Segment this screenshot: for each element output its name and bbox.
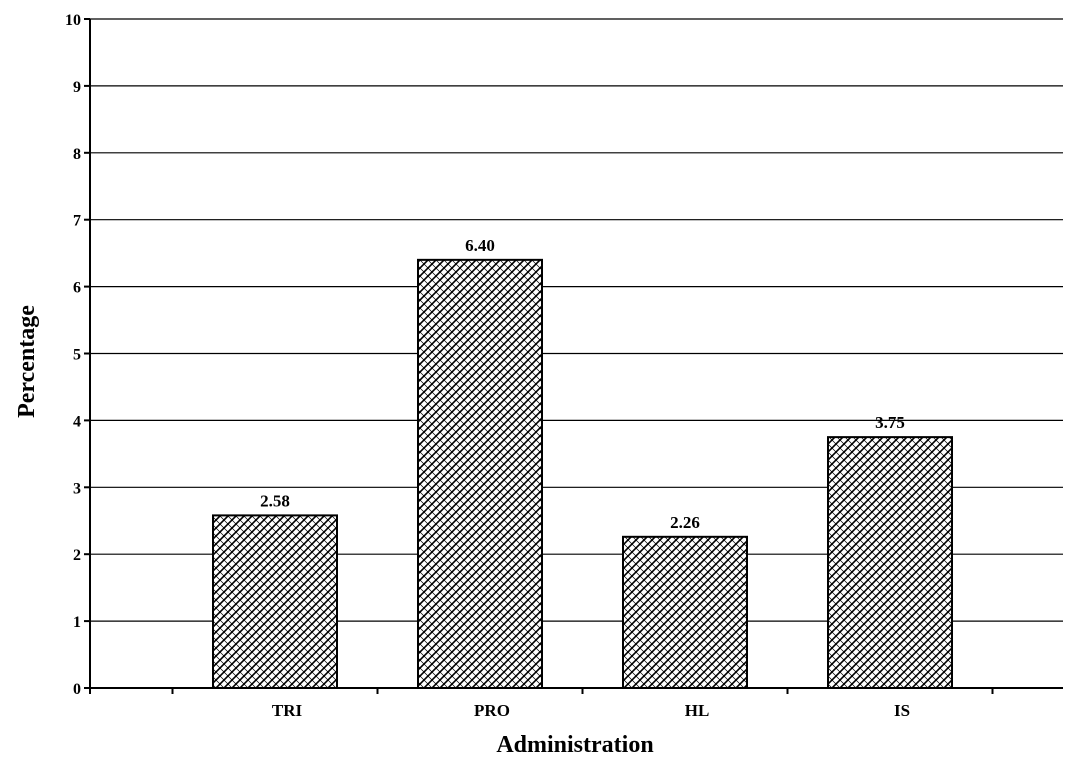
y-tick-label: 8 [73,146,81,163]
x-axis-title: Administration [496,732,653,757]
bar-tri [212,514,338,690]
y-tick-label: 2 [73,547,81,564]
x-tick-label-pro: PRO [474,701,510,720]
y-tick-label: 9 [73,79,81,96]
y-tick-label: 7 [73,213,81,230]
x-tick-label-is: IS [894,701,910,720]
y-tick-label: 4 [73,413,81,430]
y-tick-label: 3 [73,480,81,497]
data-label-is: 3.75 [875,413,905,432]
x-tick-label-hl: HL [685,701,710,720]
data-label-tri: 2.58 [260,491,290,510]
y-tick-label: 0 [73,681,81,698]
y-axis-title: Percentage [14,305,40,418]
data-label-pro: 6.40 [465,236,495,255]
y-axis-ticks: 0 1 2 3 4 5 6 7 8 9 10 [65,12,90,698]
y-tick-label: 5 [73,347,81,364]
bar-pro [417,258,543,689]
x-tick-label-tri: TRI [272,701,303,720]
bar-is [827,436,953,689]
y-tick-label: 10 [65,12,81,29]
bar-hl [622,535,748,690]
y-tick-label: 1 [73,614,81,631]
x-axis-ticks: TRI PRO HL IS [171,688,994,720]
data-label-hl: 2.26 [670,513,700,532]
bars: 2.58 6.40 2.26 3.75 [212,236,953,690]
y-tick-label: 6 [73,280,81,297]
